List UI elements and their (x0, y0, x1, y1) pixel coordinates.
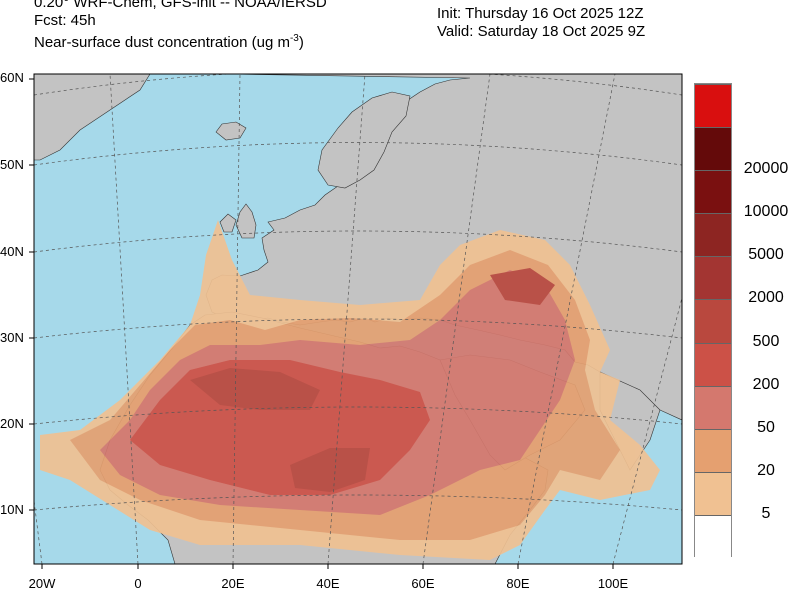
land-ireland (219, 213, 237, 233)
lon-label-100e: 100E (597, 576, 629, 591)
init-time: Init: Thursday 16 Oct 2025 12Z (437, 5, 644, 22)
model-line: 0.20° WRF-Chem, GFS-init -- NOAA/IERSD (34, 0, 327, 11)
axis-ticks (29, 78, 614, 569)
lon-label-20e: 20E (221, 576, 245, 591)
dust-500-band-iran (490, 268, 555, 305)
colorbar-label: 5000 (748, 246, 784, 264)
colorbar-label: 5 (761, 504, 771, 522)
valid-time: Valid: Saturday 18 Oct 2025 9Z (437, 23, 646, 40)
lon-label-0: 0 (134, 576, 142, 591)
colorbar-label: 500 (752, 332, 780, 350)
colorbar-label: 200 (752, 375, 780, 393)
lon-label-60e: 60E (411, 576, 435, 591)
land-greenland (34, 74, 151, 161)
colorbar-swatch (695, 127, 731, 171)
header-left: 0.20° WRF-Chem, GFS-init -- NOAA/IERSD F… (34, 0, 327, 52)
colorbar-swatch (695, 385, 731, 429)
lat-label-40n: 40N (0, 244, 24, 259)
colorbar-swatch (695, 170, 731, 214)
colorbar-swatch (695, 428, 731, 472)
lat-label-60n: 60N (0, 70, 24, 85)
land-britain (235, 203, 257, 239)
colorbar-swatch (695, 213, 731, 257)
field-units-exponent: -3 (289, 33, 299, 44)
dust-500-band-east (290, 448, 370, 492)
lon-label-80e: 80E (506, 576, 530, 591)
colorbar-label: 10000 (743, 203, 789, 221)
lon-label-40e: 40E (316, 576, 340, 591)
field-title: Near-surface dust concentration (ug m-3) (34, 30, 327, 52)
colorbar-swatch (695, 84, 731, 128)
colorbar-label: 50 (757, 418, 775, 436)
colorbar-swatch (695, 256, 731, 300)
map-frame (33, 73, 683, 565)
header-right: Init: Thursday 16 Oct 2025 12Z Valid: Sa… (437, 5, 645, 41)
dust-shading (40, 220, 660, 560)
colorbar-label: 20 (757, 461, 775, 479)
lat-label-10n: 10N (0, 502, 24, 517)
field-title-end: ) (298, 34, 304, 51)
colorbar-label: 20000 (743, 160, 789, 178)
colorbar (694, 83, 732, 558)
forecast-hour: Fcst: 45h (34, 12, 96, 29)
lon-label-20w: 20W (28, 576, 56, 591)
field-title-text: Near-surface dust concentration (ug m (34, 34, 290, 51)
land-iceland (215, 121, 247, 141)
lat-label-30n: 30N (0, 330, 24, 345)
colorbar-label: 2000 (748, 289, 784, 307)
colorbar-swatch (695, 342, 731, 386)
dust-500-band (190, 368, 320, 410)
colorbar-swatch (695, 514, 731, 558)
graticule (34, 74, 682, 564)
colorbar-swatch (695, 299, 731, 343)
colorbar-swatch (695, 471, 731, 515)
lat-label-50n: 50N (0, 157, 24, 172)
lat-label-20n: 20N (0, 416, 24, 431)
